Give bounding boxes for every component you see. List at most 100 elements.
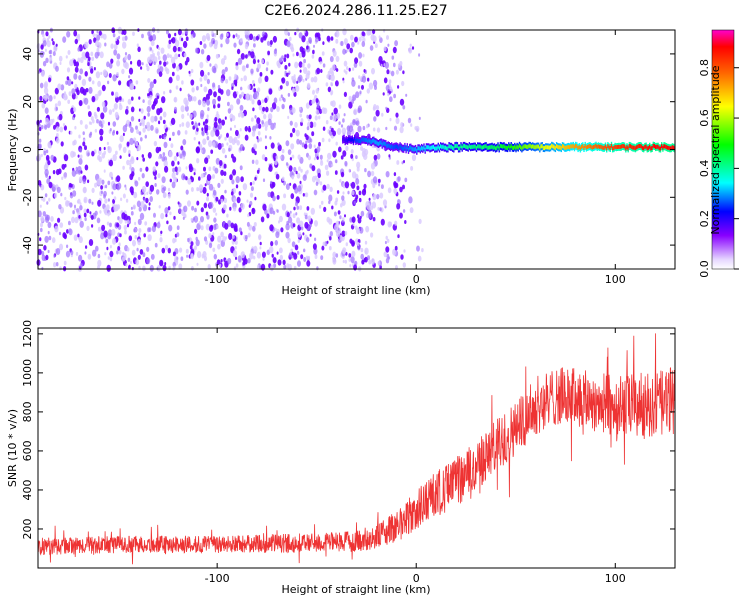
- signal-band-core: [426, 145, 429, 150]
- noise-speckle: [43, 87, 49, 95]
- noise-speckle: [294, 31, 297, 36]
- noise-speckle: [240, 112, 245, 119]
- signal-band-core: [609, 146, 611, 150]
- noise-speckle: [82, 131, 85, 136]
- signal-band-core: [356, 137, 358, 142]
- noise-speckle: [55, 169, 60, 176]
- noise-speckle: [326, 240, 329, 244]
- signal-band-core: [357, 139, 359, 144]
- noise-speckle: [124, 220, 127, 224]
- noise-speckle: [348, 95, 352, 102]
- signal-band-core: [506, 146, 509, 151]
- noise-speckle: [63, 125, 67, 131]
- noise-speckle: [270, 107, 274, 113]
- noise-speckle: [208, 183, 214, 191]
- signal-band-core: [583, 146, 585, 150]
- noise-speckle: [124, 55, 128, 61]
- noise-speckle: [138, 131, 142, 136]
- noise-speckle: [289, 132, 293, 138]
- noise-speckle: [240, 231, 243, 236]
- noise-speckle: [236, 91, 239, 95]
- noise-speckle: [393, 182, 398, 189]
- noise-speckle: [258, 234, 262, 240]
- signal-band-core: [478, 144, 480, 149]
- signal-band-core: [468, 144, 471, 149]
- noise-speckle: [41, 254, 46, 261]
- noise-speckle: [377, 260, 381, 266]
- noise-speckle: [244, 134, 249, 141]
- signal-band-core: [584, 143, 586, 148]
- noise-speckle: [239, 144, 244, 151]
- noise-speckle: [163, 91, 166, 95]
- noise-speckle: [87, 105, 90, 110]
- noise-speckle: [320, 255, 324, 260]
- noise-speckle: [188, 165, 194, 173]
- noise-speckle: [162, 54, 167, 62]
- signal-band-core: [382, 141, 385, 146]
- noise-speckle: [37, 210, 42, 218]
- noise-speckle: [140, 108, 144, 114]
- noise-speckle: [410, 166, 414, 171]
- signal-band-core: [389, 145, 392, 149]
- noise-speckle: [277, 259, 282, 266]
- noise-speckle: [169, 211, 172, 216]
- noise-speckle: [385, 246, 390, 253]
- noise-speckle: [396, 160, 400, 165]
- noise-speckle: [118, 217, 123, 224]
- noise-speckle: [65, 250, 71, 258]
- signal-band-core: [604, 144, 607, 149]
- noise-speckle: [240, 176, 244, 183]
- noise-speckle: [38, 143, 42, 150]
- noise-speckle: [256, 251, 261, 259]
- noise-speckle: [191, 87, 195, 93]
- noise-speckle: [46, 38, 50, 43]
- noise-speckle: [193, 215, 199, 223]
- noise-speckle: [163, 61, 167, 67]
- noise-speckle: [311, 54, 315, 59]
- noise-speckle: [148, 206, 151, 211]
- noise-speckle: [348, 168, 351, 173]
- noise-speckle: [132, 204, 136, 210]
- noise-speckle: [91, 95, 96, 103]
- noise-speckle: [99, 51, 104, 59]
- noise-speckle: [265, 106, 269, 113]
- noise-speckle: [294, 121, 298, 128]
- noise-speckle: [206, 78, 210, 85]
- noise-speckle: [141, 173, 145, 179]
- noise-speckle: [48, 235, 52, 241]
- noise-speckle: [101, 101, 106, 108]
- noise-speckle: [290, 143, 295, 150]
- noise-speckle: [195, 47, 199, 54]
- signal-band-core: [668, 145, 670, 150]
- noise-speckle: [103, 230, 108, 238]
- noise-speckle: [306, 126, 310, 131]
- colorbar-tick-label: 0.2: [698, 210, 711, 228]
- noise-speckle: [344, 160, 348, 167]
- noise-speckle: [272, 257, 277, 264]
- noise-speckle: [313, 121, 317, 128]
- noise-speckle: [351, 41, 355, 48]
- noise-speckle: [399, 186, 403, 193]
- noise-speckle: [340, 171, 345, 178]
- noise-speckle: [226, 132, 229, 138]
- signal-band-core: [524, 144, 527, 149]
- noise-speckle: [243, 75, 247, 82]
- signal-band-core: [645, 144, 647, 149]
- noise-speckle: [418, 53, 421, 57]
- noise-speckle: [122, 193, 126, 199]
- noise-speckle: [134, 180, 139, 187]
- noise-speckle: [389, 86, 393, 92]
- noise-speckle: [105, 184, 108, 189]
- noise-speckle: [358, 190, 362, 196]
- noise-speckle: [254, 115, 257, 119]
- noise-speckle: [291, 75, 294, 81]
- noise-speckle: [50, 216, 54, 222]
- noise-speckle: [115, 37, 118, 42]
- noise-speckle: [387, 43, 390, 47]
- noise-speckle: [208, 125, 211, 131]
- noise-speckle: [353, 264, 357, 271]
- noise-speckle: [256, 264, 260, 270]
- noise-speckle: [326, 159, 329, 163]
- noise-speckle: [220, 89, 224, 95]
